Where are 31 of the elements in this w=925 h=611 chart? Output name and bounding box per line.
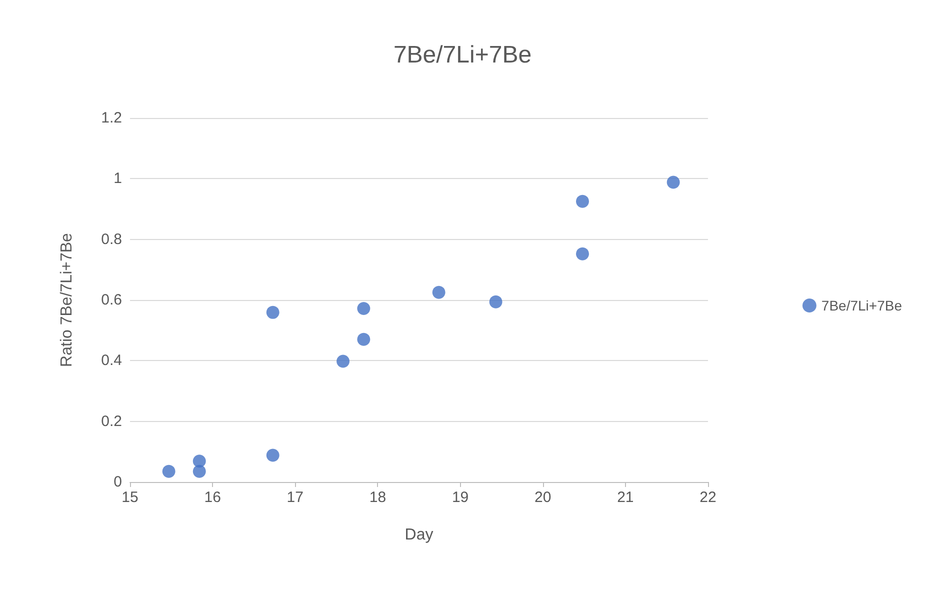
point [192, 464, 206, 478]
point [266, 448, 280, 462]
point [162, 464, 176, 478]
point [336, 354, 350, 368]
x-tick-label: 18 [369, 489, 386, 506]
point [576, 194, 589, 208]
point [432, 286, 446, 299]
x-tick-label: 21 [617, 489, 634, 506]
y-tick-label: 0.4 [101, 352, 122, 370]
point [266, 306, 280, 319]
legend-label: 7Be/7Li+7Be [821, 298, 902, 314]
y-tick-label: 1 [114, 170, 122, 188]
y-tick-label: 0 [114, 474, 122, 490]
y-axis-title: Ratio 7Be/7Li+7Be [58, 232, 76, 367]
x-tick-label: 20 [534, 489, 552, 506]
point [489, 295, 502, 308]
x-tick-label: 19 [452, 489, 469, 506]
x-tick-label: 22 [700, 489, 716, 506]
x-tick-label: 15 [122, 489, 138, 506]
y-tick-label: 1.2 [101, 110, 122, 126]
x-tick-label: 17 [286, 489, 304, 506]
chart-title: 7Be/7Li+7Be [393, 42, 532, 68]
point [576, 247, 589, 260]
point [357, 332, 370, 346]
y-tick-label: 0.8 [101, 230, 122, 248]
x-axis-title: Day [404, 526, 434, 544]
y-tick-label: 0.2 [101, 412, 122, 430]
point [357, 302, 370, 315]
x-tick-label: 16 [204, 489, 221, 506]
y-tick-label: 0.6 [101, 292, 122, 308]
point [666, 176, 680, 189]
